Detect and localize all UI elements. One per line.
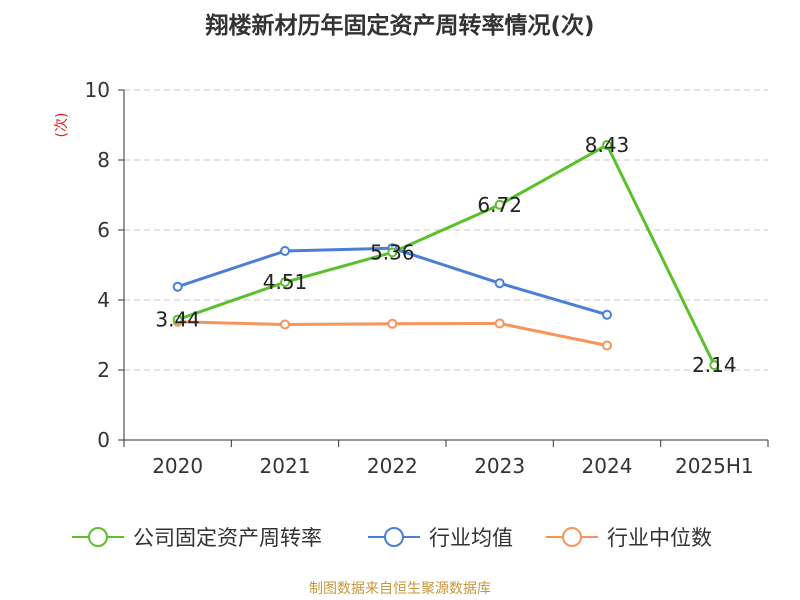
y-tick-label: 6 [97, 218, 110, 242]
data-point [172, 314, 183, 325]
legend-item[interactable]: 公司固定资产周转率 [72, 526, 322, 550]
data-point [280, 246, 290, 256]
axes: 0 2 4 6 8 10 (次) 2020 2021 2022 2023 2024 2025H1 [54, 78, 769, 478]
legend-label: 行业中位数 [607, 526, 712, 550]
data-label: 8.43 [585, 133, 630, 157]
data-label: 6.72 [477, 193, 522, 217]
x-tick-label: 2024 [582, 454, 633, 478]
x-tick-label: 2023 [474, 454, 525, 478]
data-label: 3.44 [155, 308, 200, 332]
data-label: 5.36 [370, 240, 415, 264]
y-tick-label: 8 [97, 148, 110, 172]
legend-label: 公司固定资产周转率 [133, 526, 322, 550]
y-tick-label: 10 [85, 78, 110, 102]
legend-swatch-marker [562, 527, 582, 547]
data-point [280, 277, 290, 288]
data-label: 4.51 [263, 270, 308, 294]
legend-swatch-marker [88, 527, 108, 547]
legend-item[interactable]: 行业中位数 [546, 526, 712, 550]
data-label: 2.14 [692, 353, 737, 377]
data-point [602, 139, 612, 150]
x-tick-label: 2022 [367, 454, 418, 478]
x-tick-label: 2020 [152, 454, 203, 478]
data-point [494, 199, 505, 210]
y-tick-label: 0 [97, 428, 110, 452]
data-point [172, 281, 183, 292]
series-line [177, 143, 716, 366]
chart-title: 翔楼新材历年固定资产周转率情况(次) [205, 13, 595, 39]
x-tick-label: 2021 [260, 454, 311, 478]
data-point [280, 319, 290, 330]
data-point [602, 340, 612, 351]
series-lines [172, 139, 720, 371]
x-tick-label: 2025H1 [675, 454, 754, 478]
legend-label: 行业均值 [429, 526, 513, 550]
data-point [494, 278, 505, 289]
data-labels: 3.44 4.51 5.36 6.72 8.43 2.14 [155, 133, 736, 377]
data-point [387, 318, 398, 329]
y-axis-label: (次) [54, 113, 70, 138]
data-point [602, 309, 612, 320]
legend-item[interactable]: 行业均值 [368, 526, 513, 550]
data-point [387, 247, 398, 258]
data-point [494, 318, 505, 329]
y-tick-label: 2 [97, 358, 110, 382]
data-point [709, 360, 720, 371]
legend-swatch-marker [384, 527, 404, 547]
legend: 公司固定资产周转率 行业均值 行业中位数 [72, 526, 712, 550]
y-tick-label: 4 [97, 288, 110, 312]
data-source: 制图数据来自恒生聚源数据库 [309, 581, 491, 597]
